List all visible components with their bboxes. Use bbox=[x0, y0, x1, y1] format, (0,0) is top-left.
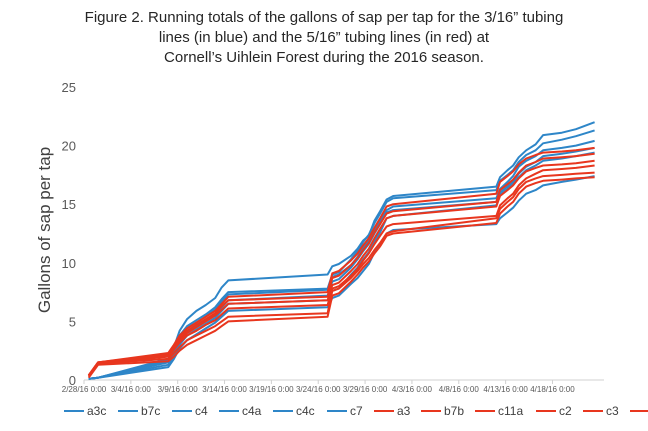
legend-label: c3 bbox=[606, 404, 619, 418]
legend-item-c4a: c4a bbox=[219, 404, 262, 418]
y-tick-label: 0 bbox=[69, 373, 76, 388]
legend-item-c7: c7 bbox=[327, 404, 363, 418]
legend-item-a3: a3 bbox=[374, 404, 411, 418]
legend-label: c7 bbox=[350, 404, 363, 418]
x-axis: 2/28/16 0:00 3/4/16 0:00 3/9/16 0:00 3/14/1… bbox=[62, 379, 604, 394]
legend: a3c b7c c4 c4a c4c c7 a3 b7b c11a c2 c3 c9 bbox=[64, 404, 648, 418]
series-layer bbox=[87, 121, 595, 380]
series-line-c9 bbox=[87, 176, 595, 379]
legend-item-c4: c4 bbox=[172, 404, 208, 418]
y-axis-label: Gallons of sap per tap bbox=[35, 147, 54, 313]
y-tick-label: 5 bbox=[69, 314, 76, 329]
series-line-c11a bbox=[87, 159, 595, 376]
legend-label: b7c bbox=[141, 404, 160, 418]
series-line-b7b bbox=[87, 152, 595, 376]
legend-item-b7b: b7b bbox=[421, 404, 464, 418]
series-line-a3 bbox=[87, 146, 595, 376]
x-tick-label: 4/13/16 0:00 bbox=[483, 385, 528, 394]
series-line-c4a bbox=[88, 146, 595, 380]
y-tick-label: 10 bbox=[62, 256, 76, 271]
x-tick-label: 3/9/16 0:00 bbox=[158, 385, 199, 394]
legend-item-b7c: b7c bbox=[118, 404, 160, 418]
legend-item-c2: c2 bbox=[536, 404, 572, 418]
x-tick-label: 4/3/16 0:00 bbox=[392, 385, 433, 394]
series-line-c2 bbox=[87, 164, 595, 376]
legend-item-c9: c9 bbox=[630, 410, 648, 412]
y-axis: 0 5 10 15 20 25 bbox=[62, 80, 76, 388]
chart-title: Figure 2. Running totals of the gallons … bbox=[84, 9, 564, 66]
x-tick-label: 3/24/16 0:00 bbox=[296, 385, 341, 394]
series-line-c4 bbox=[88, 129, 595, 380]
legend-label: a3 bbox=[397, 404, 411, 418]
x-tick-label: 3/29/16 0:00 bbox=[343, 385, 388, 394]
legend-label: b7b bbox=[444, 404, 464, 418]
legend-label: c11a bbox=[498, 404, 523, 418]
legend-item-c4c: c4c bbox=[273, 404, 315, 418]
x-tick-label: 4/8/16 0:00 bbox=[439, 385, 480, 394]
series-line-c3 bbox=[87, 171, 595, 378]
x-tick-label: 2/28/16 0:00 bbox=[62, 385, 107, 394]
y-tick-label: 20 bbox=[62, 139, 76, 154]
x-tick-label: 3/4/16 0:00 bbox=[111, 385, 152, 394]
x-tick-label: 4/18/16 0:00 bbox=[530, 385, 575, 394]
legend-item-a3c: a3c bbox=[64, 404, 106, 418]
legend-label: c4 bbox=[195, 404, 208, 418]
x-tick-label: 3/19/16 0:00 bbox=[249, 385, 294, 394]
legend-label: a3c bbox=[87, 404, 106, 418]
legend-item-c3: c3 bbox=[583, 404, 619, 418]
legend-item-c11a: c11a bbox=[475, 404, 523, 418]
legend-label: c4c bbox=[296, 404, 315, 418]
y-tick-label: 25 bbox=[62, 80, 76, 95]
x-tick-label: 3/14/16 0:00 bbox=[202, 385, 247, 394]
legend-label: c4a bbox=[242, 404, 262, 418]
legend-label: c2 bbox=[559, 404, 572, 418]
y-tick-label: 15 bbox=[62, 197, 76, 212]
